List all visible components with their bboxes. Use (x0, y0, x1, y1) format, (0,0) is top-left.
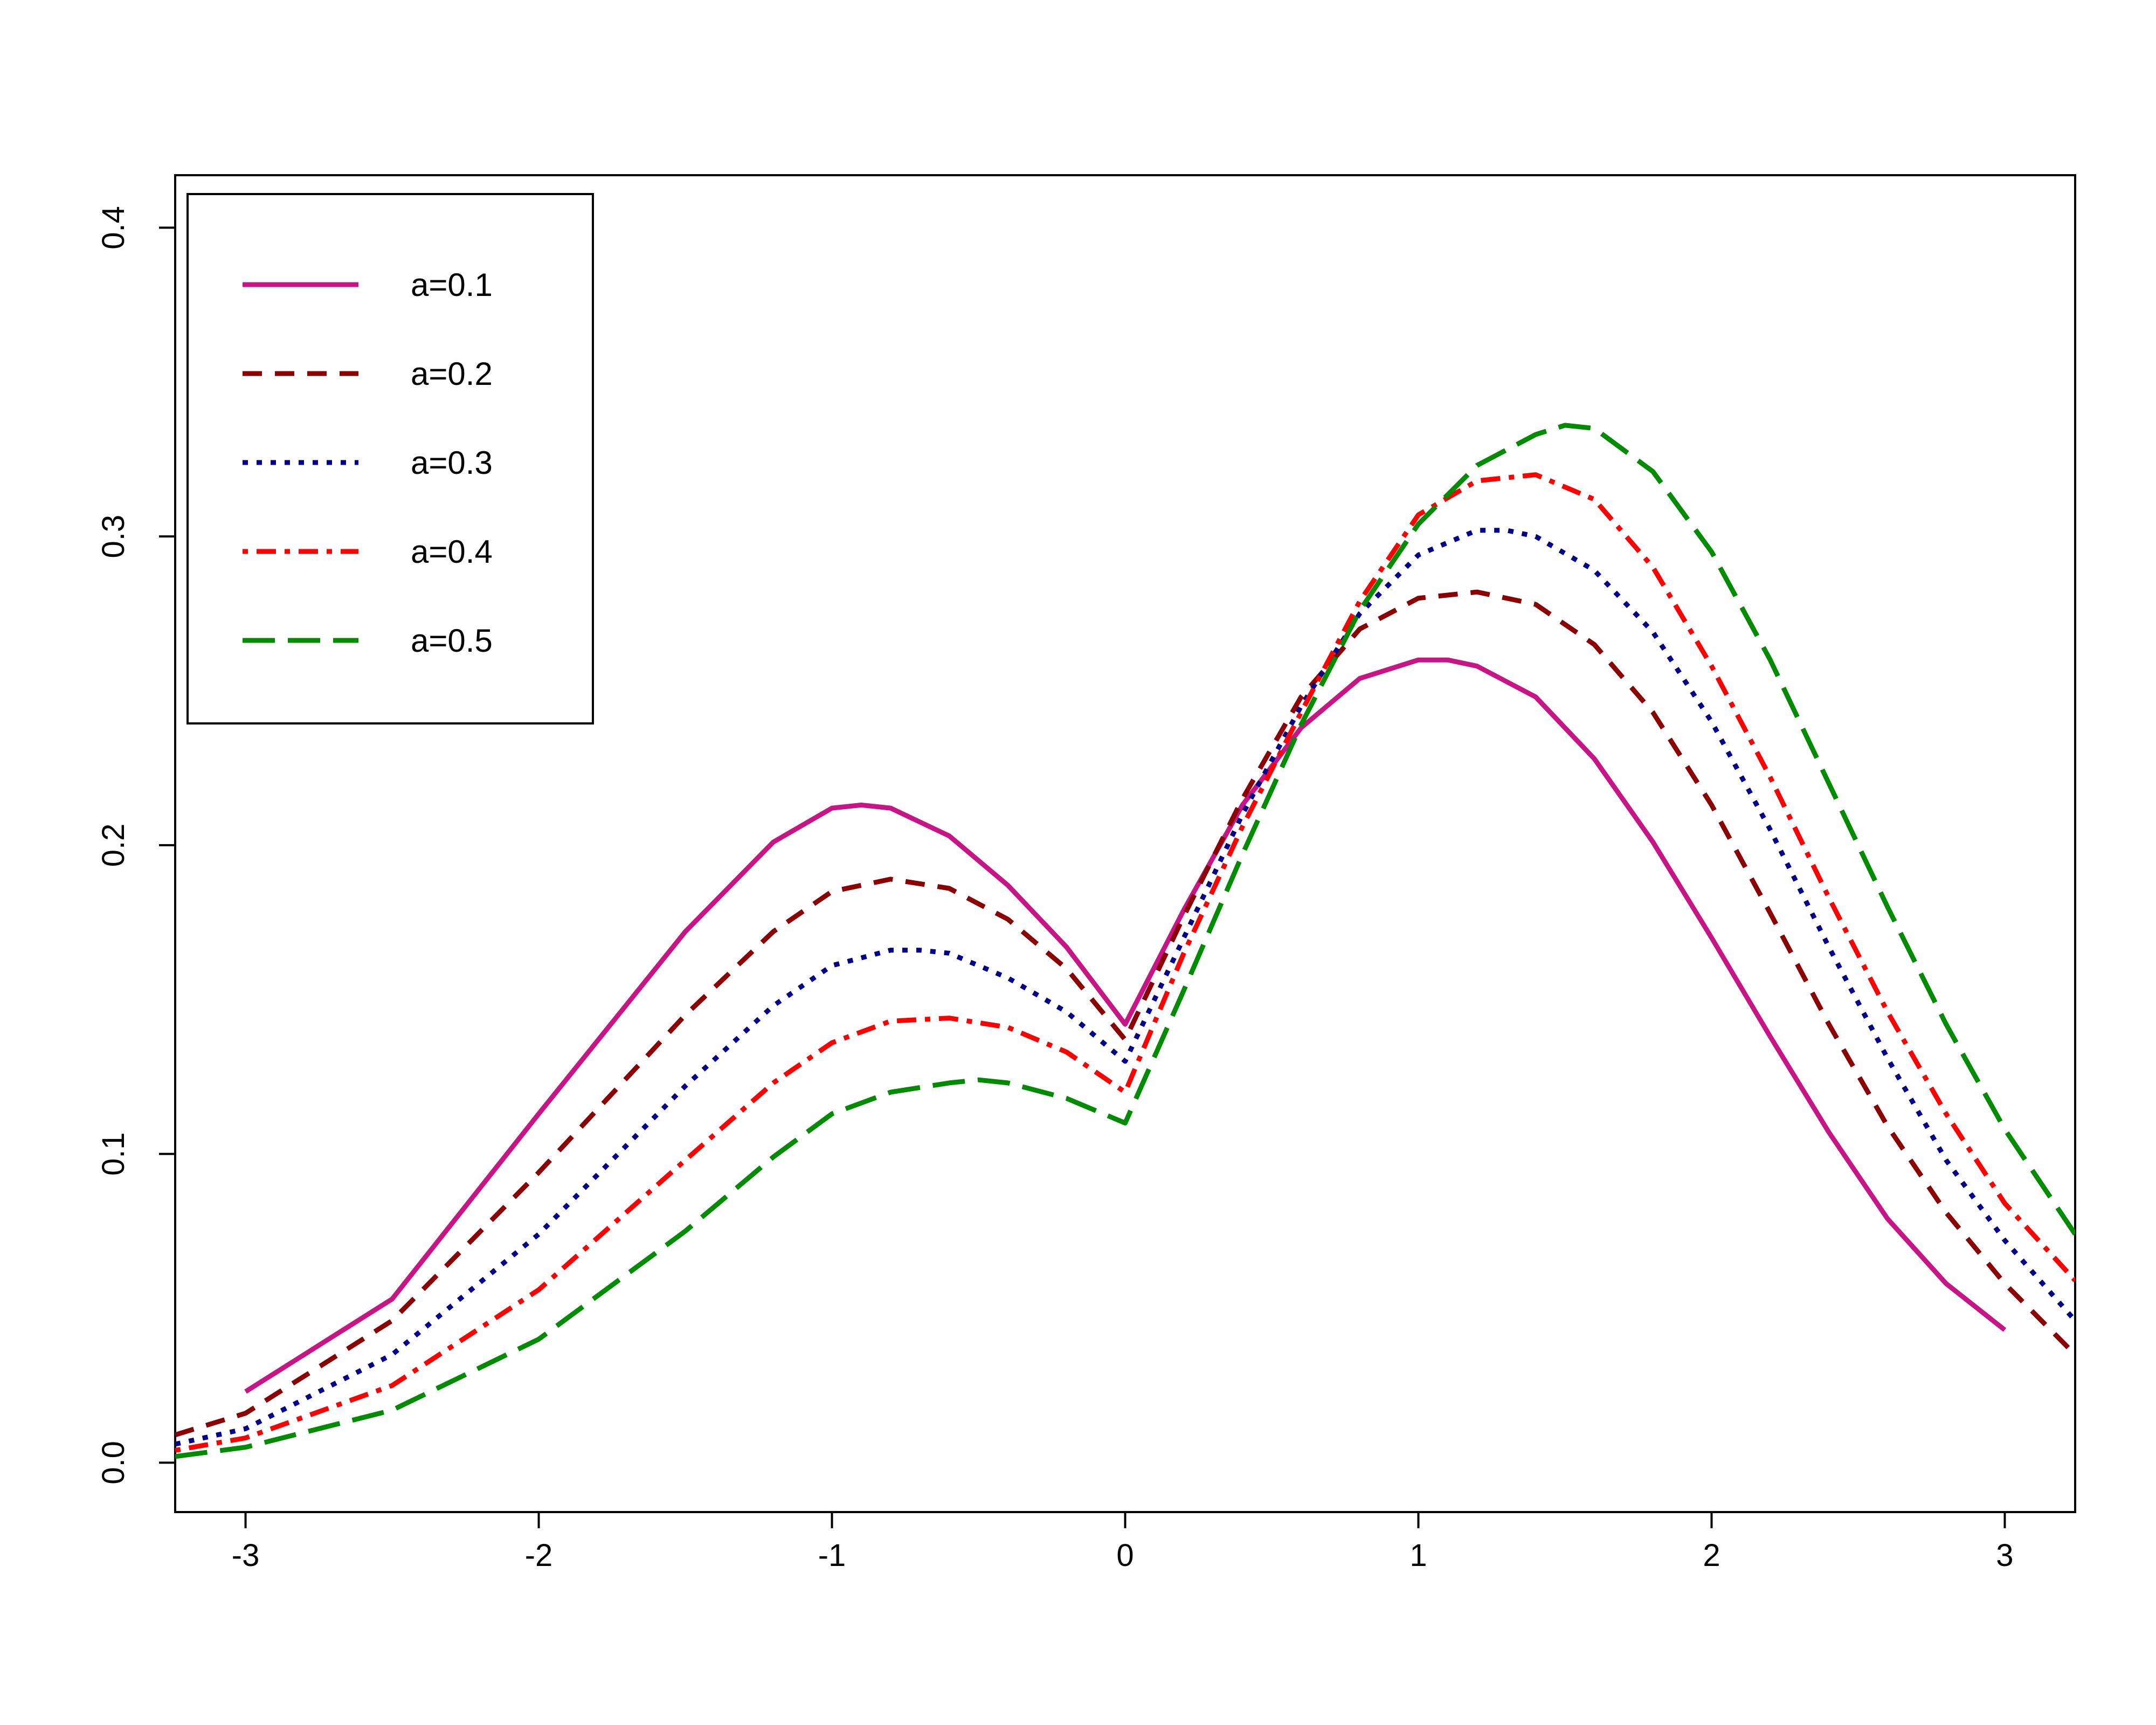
x-tick-label: 1 (1409, 1538, 1427, 1573)
legend-label-4: a=0.4 (411, 534, 493, 570)
y-tick-label: 0.4 (96, 206, 131, 250)
legend: a=0.1 a=0.2 a=0.3 a=0.4 a=0.5 (186, 193, 594, 724)
x-tick-label: 3 (1996, 1538, 2013, 1573)
series-layer (175, 423, 2075, 1459)
legend-label-2: a=0.2 (411, 356, 493, 392)
y-tick-label: 0.3 (96, 515, 131, 558)
x-tick-label: 0 (1116, 1538, 1134, 1573)
x-tick-label: -2 (525, 1538, 553, 1573)
legend-label-1: a=0.1 (411, 267, 493, 303)
x-tick-label: 2 (1703, 1538, 1720, 1573)
x-axis: -3 -2 -1 0 1 2 3 (232, 1512, 2014, 1573)
series-line-1 (244, 657, 2007, 1394)
x-tick-label: -3 (232, 1538, 260, 1573)
series-line-3 (175, 528, 2075, 1447)
series-line-2 (175, 589, 2075, 1438)
series-line-4 (175, 472, 2075, 1453)
legend-label-5: a=0.5 (411, 623, 493, 659)
series-line-5 (175, 423, 2075, 1459)
legend-label-3: a=0.3 (411, 445, 493, 481)
y-axis: 0.0 0.1 0.2 0.3 0.4 (96, 206, 175, 1485)
y-tick-label: 0.1 (96, 1132, 131, 1176)
y-tick-label: 0.0 (96, 1441, 131, 1485)
y-tick-label: 0.2 (96, 824, 131, 867)
x-tick-label: -1 (818, 1538, 846, 1573)
legend-box (186, 193, 594, 724)
